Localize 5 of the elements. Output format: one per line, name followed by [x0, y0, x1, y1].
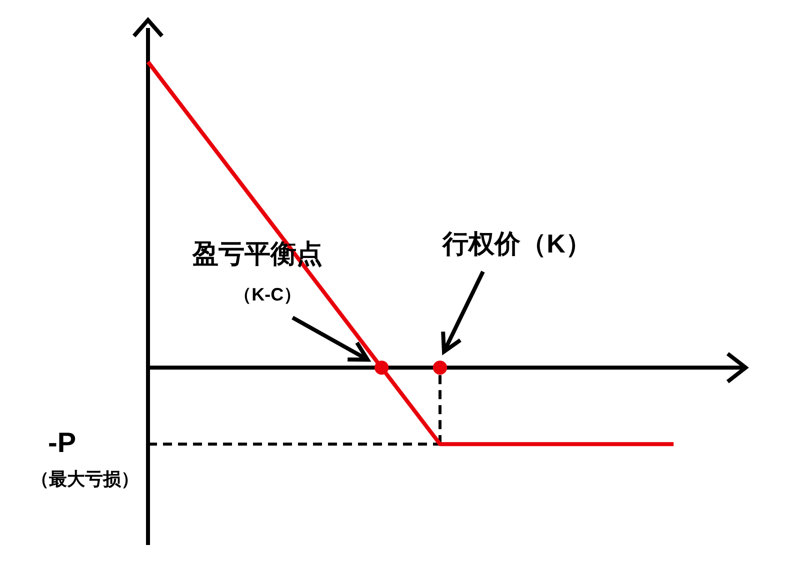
annotation: 行权价（K）	[442, 228, 592, 259]
annotation: 盈亏平衡点	[192, 238, 323, 269]
text: （最大亏损）	[31, 469, 139, 490]
ref-line-label: -P	[48, 427, 76, 458]
annotation: （K-C）	[234, 284, 302, 305]
